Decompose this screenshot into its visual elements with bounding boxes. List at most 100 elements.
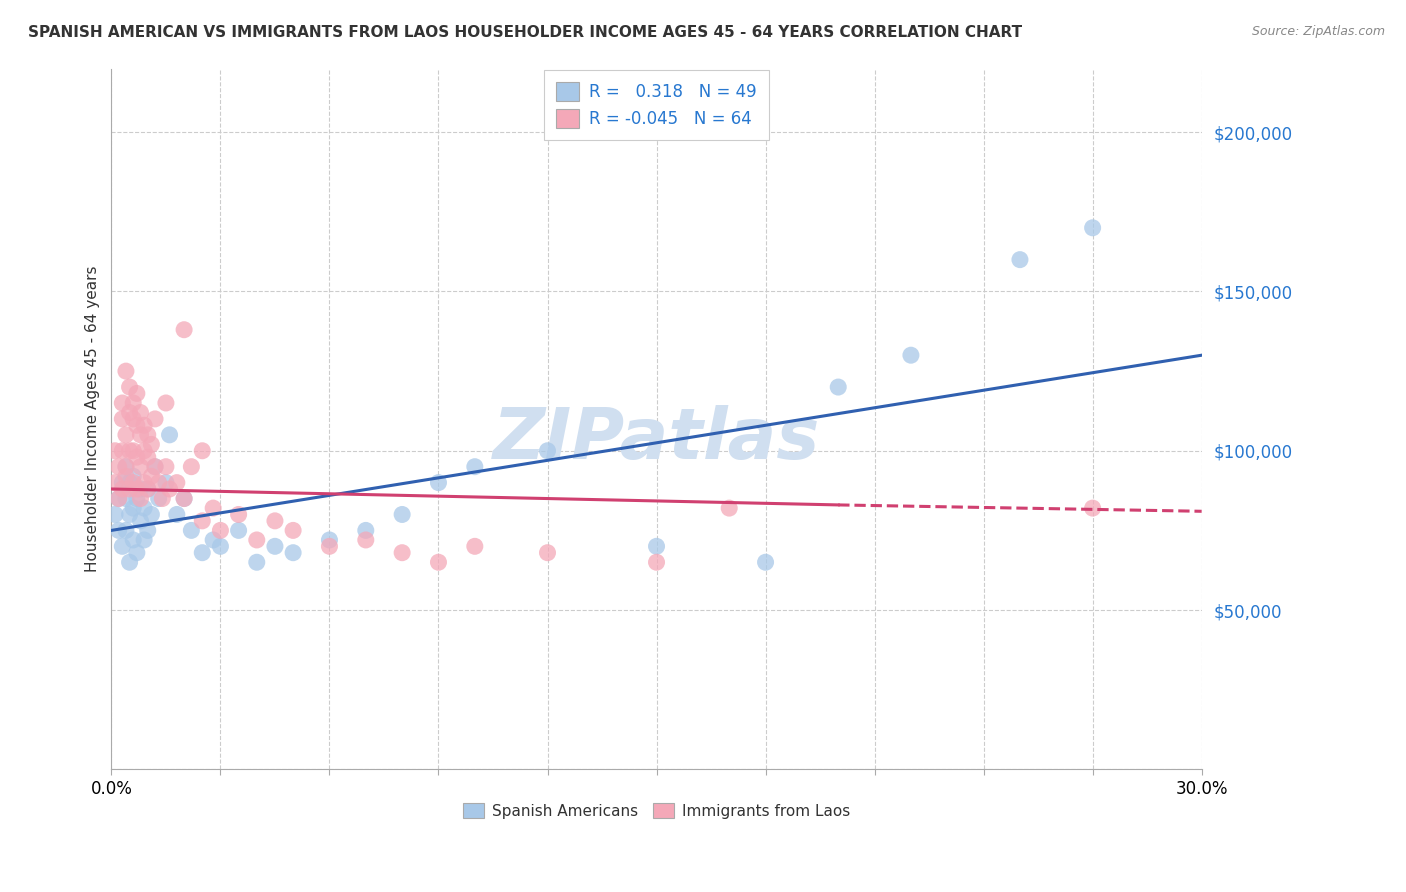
Point (141, 437, 163, 451)
Point (143, 459, 166, 474)
Text: Source: ZipAtlas.com: Source: ZipAtlas.com (1251, 25, 1385, 38)
Point (1008, 252, 1031, 267)
Point (107, 491, 129, 506)
Point (122, 396, 145, 410)
Point (129, 514, 152, 528)
Point (645, 539, 668, 553)
Text: SPANISH AMERICAN VS IMMIGRANTS FROM LAOS HOUSEHOLDER INCOME AGES 45 - 64 YEARS C: SPANISH AMERICAN VS IMMIGRANTS FROM LAOS… (28, 25, 1022, 40)
Point (900, 348, 922, 362)
Point (141, 508, 163, 522)
Point (391, 546, 413, 560)
Y-axis label: Householder Income Ages 45 - 64 years: Householder Income Ages 45 - 64 years (86, 266, 100, 572)
Point (141, 469, 163, 483)
Point (228, 524, 250, 538)
Point (115, 427, 138, 442)
Point (107, 459, 129, 474)
Point (645, 555, 668, 569)
Point (264, 514, 287, 528)
Point (202, 533, 225, 547)
Point (281, 546, 304, 560)
Point (173, 323, 195, 337)
Point (129, 405, 152, 419)
Point (118, 405, 141, 419)
Point (129, 427, 152, 442)
Point (111, 539, 134, 553)
Point (107, 524, 129, 538)
Point (180, 459, 202, 474)
Point (536, 546, 558, 560)
Text: ZIPatlas: ZIPatlas (494, 406, 820, 475)
Point (143, 412, 166, 426)
Point (115, 459, 138, 474)
Point (246, 533, 269, 547)
Point (118, 482, 141, 496)
Point (318, 533, 340, 547)
Point (202, 501, 225, 516)
Point (129, 459, 152, 474)
Point (129, 482, 152, 496)
Point (118, 555, 141, 569)
Point (125, 491, 148, 506)
Point (122, 475, 145, 490)
Point (115, 491, 138, 506)
Point (136, 482, 159, 496)
Point (104, 475, 127, 490)
Point (209, 539, 232, 553)
Point (148, 491, 170, 506)
Point (464, 539, 486, 553)
Point (122, 533, 145, 547)
Point (318, 539, 340, 553)
Point (104, 508, 127, 522)
Point (166, 475, 188, 490)
Point (464, 459, 486, 474)
Point (115, 469, 138, 483)
Point (191, 514, 214, 528)
Point (134, 418, 156, 433)
Point (246, 555, 269, 569)
Point (111, 443, 134, 458)
Point (155, 459, 177, 474)
Point (122, 469, 145, 483)
Point (118, 443, 141, 458)
Point (228, 508, 250, 522)
Point (754, 555, 776, 569)
Point (1081, 220, 1104, 235)
Point (354, 524, 377, 538)
Point (125, 546, 148, 560)
Point (136, 482, 159, 496)
Point (191, 546, 214, 560)
Point (115, 524, 138, 538)
Point (180, 524, 202, 538)
Point (827, 380, 849, 394)
Point (125, 482, 148, 496)
Point (111, 475, 134, 490)
Point (136, 450, 159, 464)
Point (354, 533, 377, 547)
Point (111, 396, 134, 410)
Point (155, 475, 177, 490)
Point (536, 443, 558, 458)
Point (148, 475, 170, 490)
Point (118, 508, 141, 522)
Point (209, 524, 232, 538)
Point (125, 450, 148, 464)
Point (111, 482, 134, 496)
Point (155, 396, 177, 410)
Point (129, 491, 152, 506)
Point (122, 412, 145, 426)
Point (118, 380, 141, 394)
Point (107, 491, 129, 506)
Point (125, 418, 148, 433)
Point (115, 459, 138, 474)
Point (143, 459, 166, 474)
Point (134, 443, 156, 458)
Point (191, 443, 214, 458)
Point (1081, 501, 1104, 516)
Point (150, 491, 173, 506)
Point (111, 412, 134, 426)
Point (264, 539, 287, 553)
Point (115, 364, 138, 378)
Legend: Spanish Americans, Immigrants from Laos: Spanish Americans, Immigrants from Laos (457, 797, 856, 825)
Point (159, 427, 181, 442)
Point (136, 524, 159, 538)
